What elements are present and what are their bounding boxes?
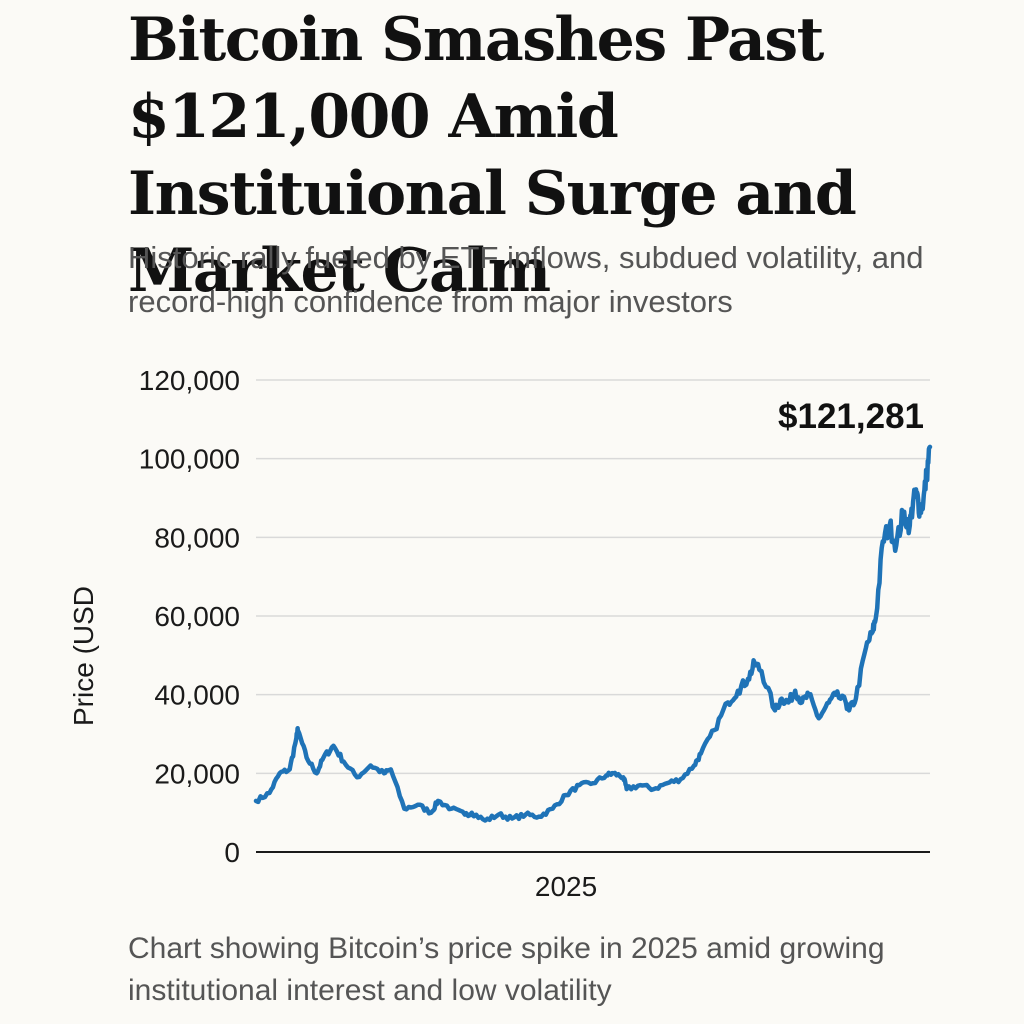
y-tick-label: 20,000 bbox=[154, 758, 240, 789]
headline: Bitcoin Smashes Past $121,000 Amid Insti… bbox=[128, 5, 857, 306]
chart-caption: Chart showing Bitcoin’s price spike in 2… bbox=[128, 932, 885, 1007]
x-tick-labels: 2025 bbox=[535, 871, 597, 902]
y-tick-label: 80,000 bbox=[154, 522, 240, 553]
y-tick-labels: 0 20,000 40,000 60,000 80,000 100,000 120,000 bbox=[139, 365, 240, 868]
subheadline: Historic rally fueled by ETF inflows, su… bbox=[128, 240, 924, 319]
y-tick-label: 60,000 bbox=[154, 601, 240, 632]
y-tick-label: 0 bbox=[224, 837, 240, 868]
price-series-line bbox=[253, 444, 933, 823]
y-tick-label: 40,000 bbox=[154, 680, 240, 711]
y-tick-label: 100,000 bbox=[139, 444, 240, 475]
bitcoin-price-chart: 020,00040,00060,00080,000100,000120,000 … bbox=[68, 365, 933, 902]
x-tick-label: 2025 bbox=[535, 871, 597, 902]
y-tick-label: 120,000 bbox=[139, 365, 240, 396]
y-axis-title: Price (USD bbox=[68, 586, 99, 726]
peak-price-annotation: $121,281 bbox=[778, 397, 924, 436]
gridlines bbox=[256, 379, 930, 853]
